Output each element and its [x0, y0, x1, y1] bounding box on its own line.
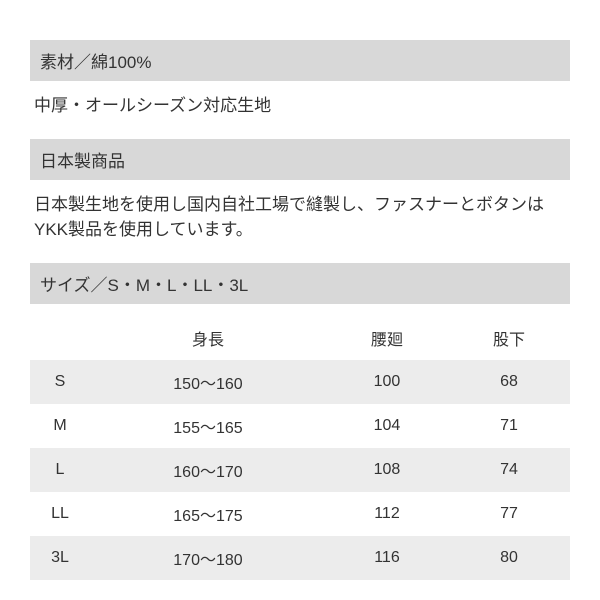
size-table: 身長 腰廻 股下 S150～16010068M155～16510471L160～…	[30, 316, 570, 580]
table-cell: 68	[448, 360, 570, 404]
material-text: 中厚・オールシーズン対応生地	[30, 93, 570, 119]
table-cell: 100	[326, 360, 448, 404]
table-cell: 155～165	[90, 404, 326, 448]
table-cell: 71	[448, 404, 570, 448]
table-cell: 108	[326, 448, 448, 492]
size-section: サイズ／S・M・L・LL・3L 身長 腰廻 股下 S150～16010068M1…	[30, 263, 570, 580]
table-row: 3L170～18011680	[30, 536, 570, 580]
table-cell: 3L	[30, 536, 90, 580]
table-cell: 80	[448, 536, 570, 580]
table-cell: 74	[448, 448, 570, 492]
table-header-row: 身長 腰廻 股下	[30, 316, 570, 360]
table-cell: 170～180	[90, 536, 326, 580]
col-size	[30, 316, 90, 360]
col-inseam: 股下	[448, 316, 570, 360]
table-cell: 112	[326, 492, 448, 536]
table-cell: S	[30, 360, 90, 404]
material-header: 素材／綿100%	[30, 40, 570, 81]
table-row: M155～16510471	[30, 404, 570, 448]
table-cell: 160～170	[90, 448, 326, 492]
madein-section: 日本製商品 日本製生地を使用し国内自社工場で縫製し、ファスナーとボタンはYKK製…	[30, 139, 570, 243]
table-cell: 116	[326, 536, 448, 580]
table-row: L160～17010874	[30, 448, 570, 492]
col-height: 身長	[90, 316, 326, 360]
table-cell: L	[30, 448, 90, 492]
table-cell: M	[30, 404, 90, 448]
table-cell: LL	[30, 492, 90, 536]
madein-text: 日本製生地を使用し国内自社工場で縫製し、ファスナーとボタンはYKK製品を使用して…	[30, 192, 570, 243]
madein-header: 日本製商品	[30, 139, 570, 180]
material-section: 素材／綿100% 中厚・オールシーズン対応生地	[30, 40, 570, 119]
size-table-body: S150～16010068M155～16510471L160～17010874L…	[30, 360, 570, 580]
table-row: LL165～17511277	[30, 492, 570, 536]
table-row: S150～16010068	[30, 360, 570, 404]
table-cell: 150～160	[90, 360, 326, 404]
col-waist: 腰廻	[326, 316, 448, 360]
table-cell: 104	[326, 404, 448, 448]
size-header: サイズ／S・M・L・LL・3L	[30, 263, 570, 304]
table-cell: 77	[448, 492, 570, 536]
table-cell: 165～175	[90, 492, 326, 536]
